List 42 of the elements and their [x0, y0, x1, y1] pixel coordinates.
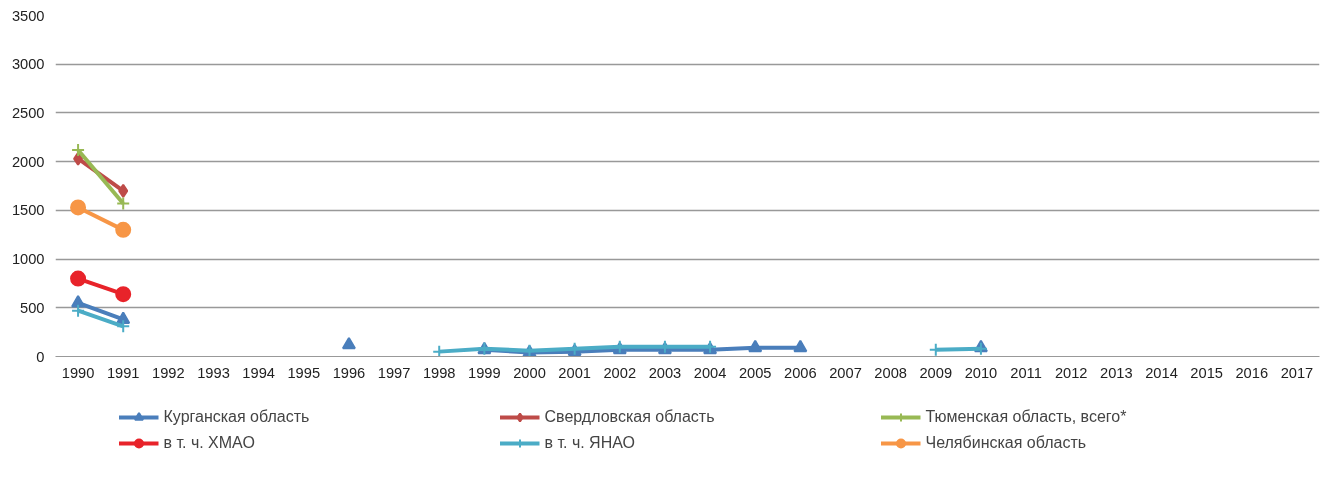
y-tick-label: 2000 [11, 153, 45, 170]
legend-label: Свердловская область [544, 408, 716, 426]
legend-label: в т. ч. ХМАО [163, 434, 256, 452]
y-tick-label: 1500 [11, 202, 45, 219]
x-tick-label: 2017 [1280, 364, 1314, 381]
legend-label: Тюменская область, всего* [925, 408, 1128, 426]
x-tick-label: 1990 [61, 364, 95, 381]
x-tick-label: 2003 [648, 364, 682, 381]
x-tick-label: 2000 [513, 364, 546, 381]
y-tick-label: 2500 [11, 104, 45, 121]
y-tick-label: 1000 [11, 251, 45, 268]
y-tick-label: 0 [36, 348, 45, 365]
x-tick-label: 1998 [422, 364, 456, 381]
x-tick-label: 1991 [106, 364, 140, 381]
legend-label: Челябинская область [925, 434, 1088, 452]
x-tick-label: 2006 [784, 364, 817, 381]
x-tick-label: 2008 [874, 364, 907, 381]
x-tick-label: 2015 [1190, 364, 1223, 381]
x-tick-label: 2005 [738, 364, 772, 381]
legend-label: в т. ч. ЯНАО [544, 434, 636, 452]
x-tick-label: 2009 [919, 364, 953, 381]
y-tick-label: 3000 [11, 56, 45, 73]
x-tick-label: 2014 [1145, 364, 1178, 381]
x-tick-label: 2013 [1100, 364, 1133, 381]
x-tick-label: 2002 [603, 364, 637, 381]
x-tick-label: 2010 [964, 364, 998, 381]
x-tick-label: 1996 [332, 364, 366, 381]
x-tick-label: 1993 [197, 364, 230, 381]
x-tick-label: 1995 [287, 364, 321, 381]
x-tick-label: 2004 [693, 364, 727, 381]
x-tick-label: 2001 [558, 364, 591, 381]
x-tick-label: 2007 [829, 364, 862, 381]
x-tick-label: 1994 [242, 364, 275, 381]
y-tick-label: 500 [20, 299, 45, 316]
x-tick-label: 2016 [1235, 364, 1269, 381]
x-tick-label: 2011 [1010, 364, 1042, 381]
x-tick-label: 1997 [377, 364, 411, 381]
x-tick-label: 1992 [152, 364, 185, 381]
y-tick-label: 3500 [11, 7, 45, 24]
x-tick-label: 1999 [468, 364, 501, 381]
x-tick-label: 2012 [1054, 364, 1088, 381]
legend-label: Курганская область [163, 408, 311, 426]
